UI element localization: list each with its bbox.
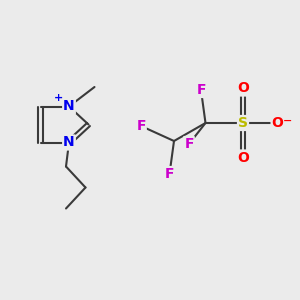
Text: F: F <box>184 137 194 151</box>
Text: −: − <box>282 116 292 126</box>
Text: N: N <box>63 136 75 149</box>
Text: F: F <box>196 83 206 97</box>
Text: N: N <box>63 100 75 113</box>
Text: O: O <box>272 116 284 130</box>
Text: +: + <box>54 93 63 103</box>
Text: O: O <box>237 82 249 95</box>
Text: S: S <box>238 116 248 130</box>
Text: F: F <box>165 167 174 181</box>
Text: F: F <box>136 119 146 133</box>
Text: O: O <box>237 151 249 164</box>
